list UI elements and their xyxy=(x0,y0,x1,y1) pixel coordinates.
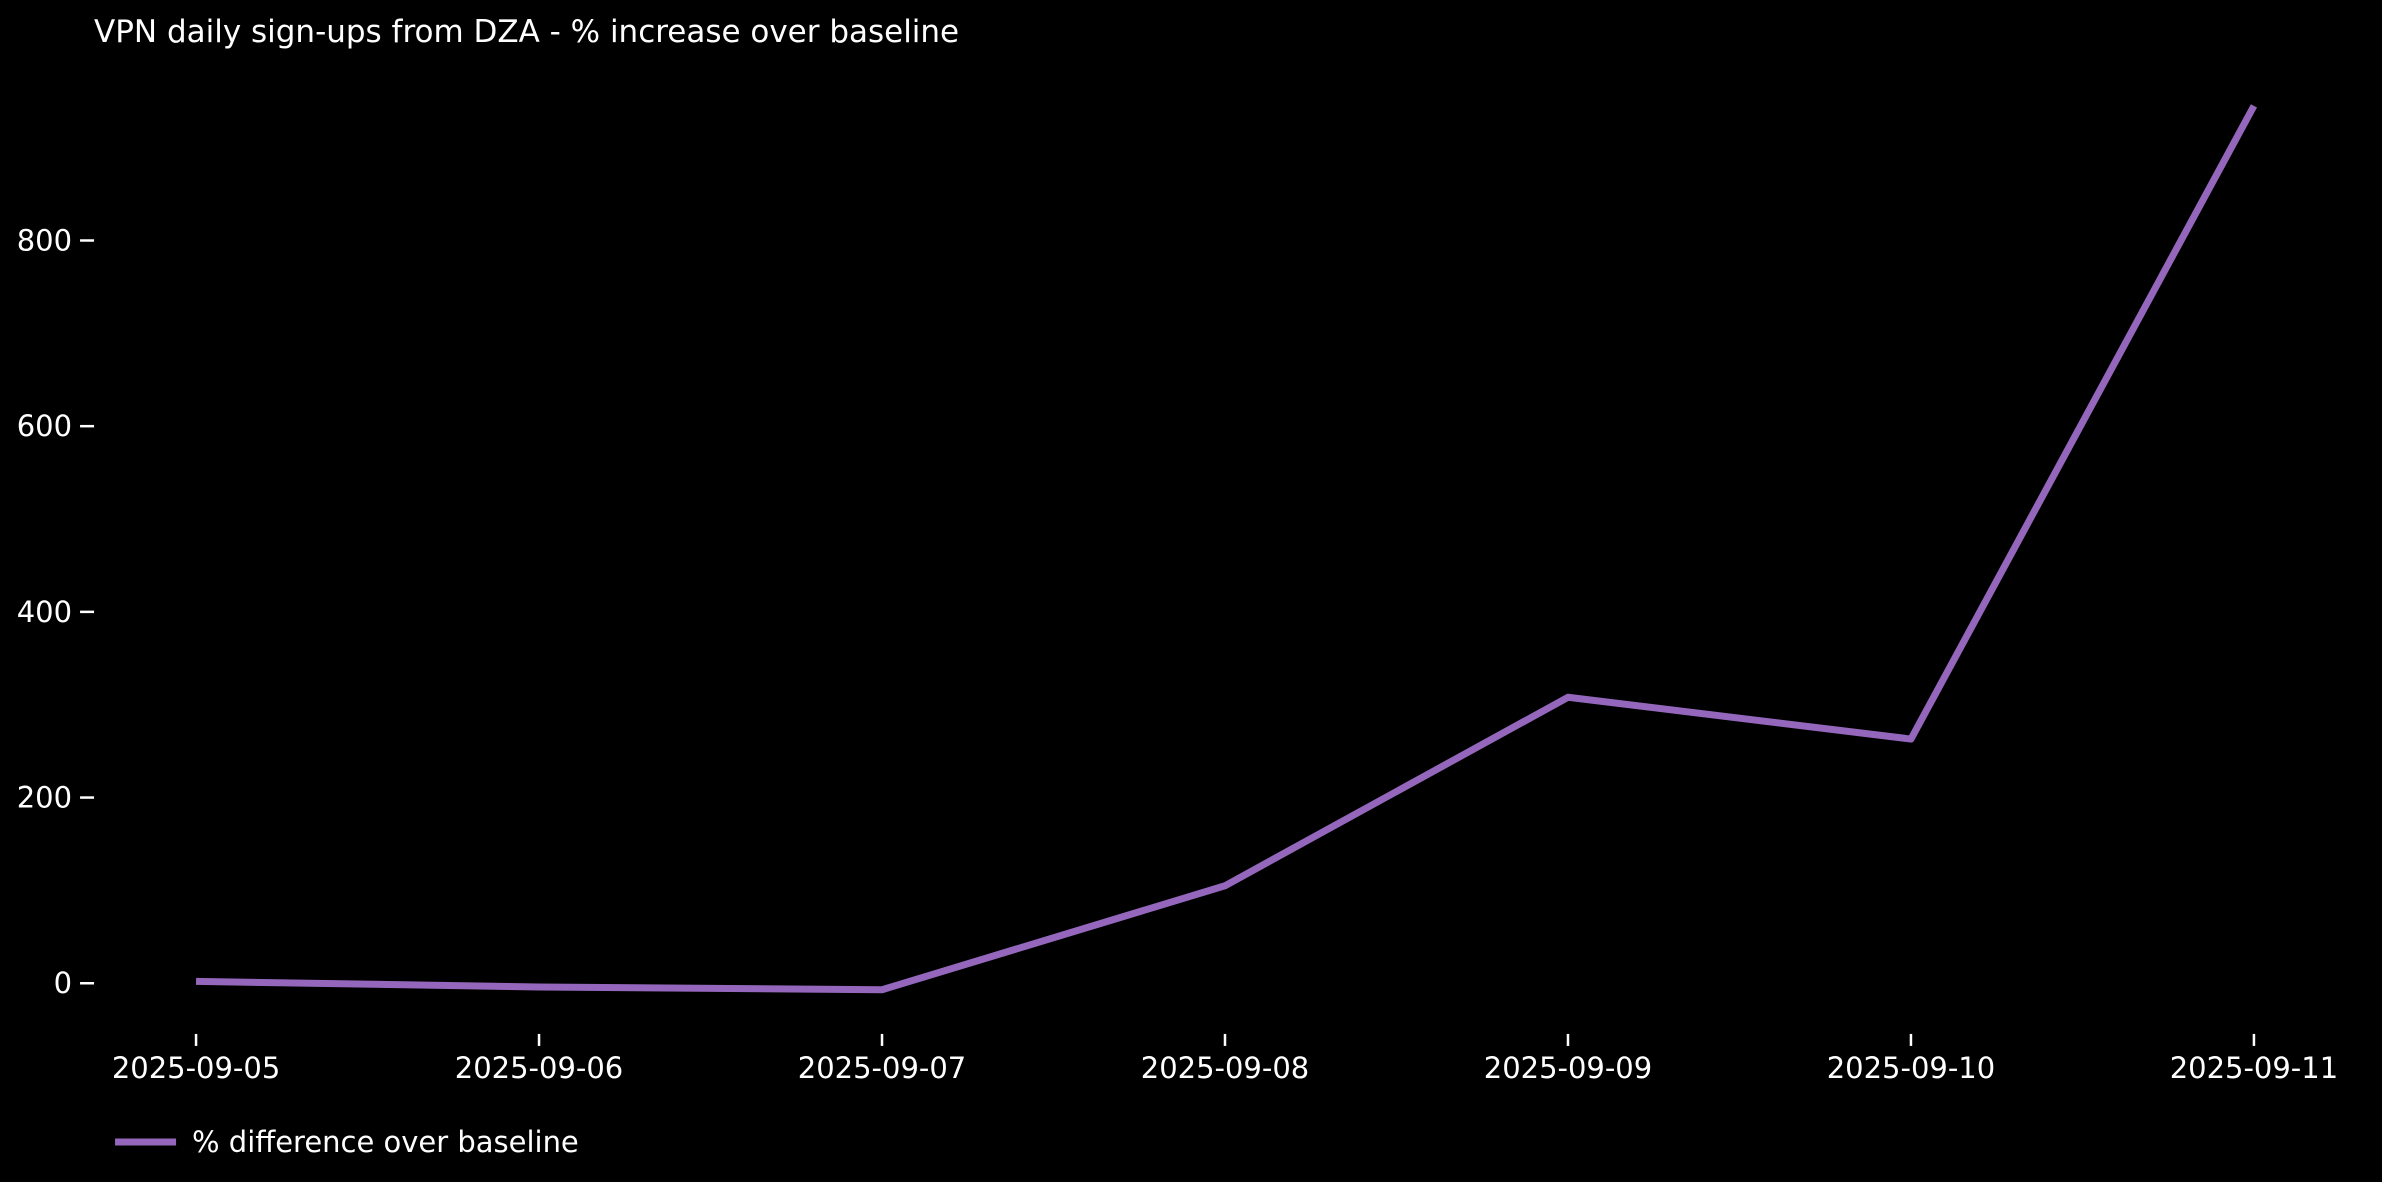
y-axis: 0 200 400 600 800 xyxy=(17,223,95,1000)
x-tick-label: 2025-09-07 xyxy=(798,1051,966,1085)
x-axis: 2025-09-05 2025-09-06 2025-09-07 2025-09-08… xyxy=(112,1033,2338,1085)
series-line xyxy=(195,104,2258,994)
x-tick-label: 2025-09-08 xyxy=(1141,1051,1309,1085)
y-tick-label: 0 xyxy=(54,966,72,1000)
legend-label: % difference over baseline xyxy=(192,1125,579,1159)
y-tick-label: 600 xyxy=(17,409,72,443)
legend: % difference over baseline xyxy=(115,1125,579,1159)
x-tick-label: 2025-09-10 xyxy=(1827,1051,1995,1085)
y-tick-label: 800 xyxy=(17,223,72,257)
x-tick-label: 2025-09-05 xyxy=(112,1051,280,1085)
chart-title: VPN daily sign-ups from DZA - % increase… xyxy=(94,14,959,50)
y-tick-label: 200 xyxy=(17,781,72,815)
y-tick-label: 400 xyxy=(17,595,72,629)
x-tick-label: 2025-09-11 xyxy=(2170,1051,2338,1085)
x-tick-label: 2025-09-09 xyxy=(1484,1051,1652,1085)
x-tick-label: 2025-09-06 xyxy=(455,1051,623,1085)
